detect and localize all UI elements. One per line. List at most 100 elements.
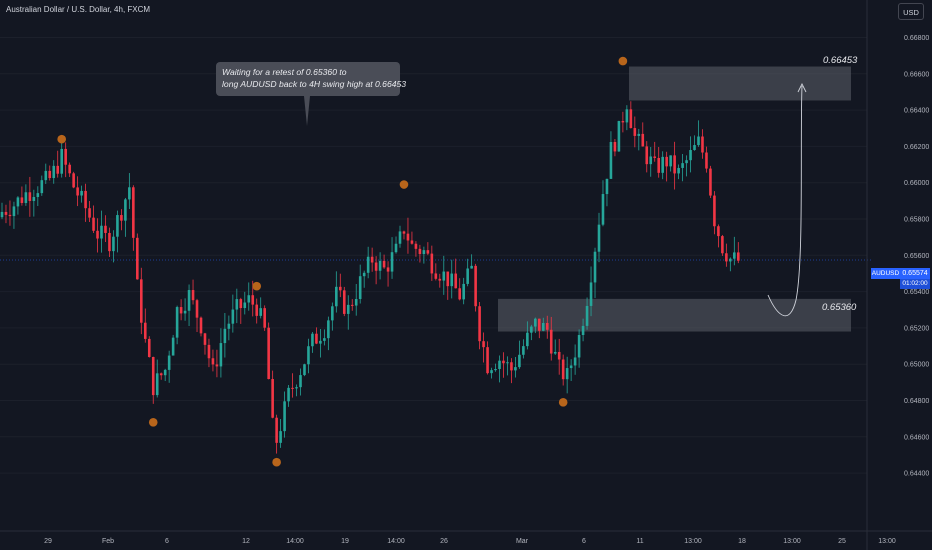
candle-body <box>144 323 147 339</box>
currency-button[interactable]: USD <box>898 3 924 20</box>
candle-body <box>48 171 51 178</box>
candle-body <box>423 250 426 254</box>
swing-marker <box>252 282 261 291</box>
candle-body <box>339 287 342 291</box>
y-tick-label: 0.66600 <box>904 71 929 78</box>
swing-marker <box>272 458 281 467</box>
candle-body <box>136 238 139 280</box>
x-tick-label: Mar <box>516 538 529 545</box>
candle-body <box>287 388 290 401</box>
candle-body <box>462 284 465 299</box>
candle-body <box>685 160 688 163</box>
candle-body <box>598 225 601 252</box>
y-tick-label: 0.65600 <box>904 253 929 260</box>
candle-body <box>542 323 545 331</box>
x-tick-label: Feb <box>102 538 114 545</box>
candle-body <box>534 319 537 327</box>
candle-body <box>717 226 720 236</box>
candle-body <box>697 137 700 146</box>
candle-body <box>701 137 704 153</box>
candle-body <box>200 318 203 334</box>
candle-body <box>665 157 668 167</box>
y-tick-label: 0.64600 <box>904 434 929 441</box>
chart-grid <box>0 38 871 474</box>
candle-body <box>44 171 47 180</box>
candle-body <box>661 157 664 173</box>
candle-body <box>108 233 111 251</box>
candle-body <box>689 150 692 160</box>
y-tick-label: 0.65200 <box>904 325 929 332</box>
candle-body <box>490 370 493 373</box>
x-tick-label: 14:00 <box>286 538 304 545</box>
candle-body <box>733 252 736 258</box>
swing-marker <box>400 180 409 189</box>
candle-body <box>645 146 648 164</box>
candle-body <box>196 300 199 317</box>
candle-body <box>550 330 553 354</box>
candle-body <box>375 263 378 271</box>
candle-body <box>510 362 513 370</box>
candle-body <box>184 311 187 314</box>
candle-body <box>482 341 485 347</box>
candle-body <box>474 266 477 306</box>
candle-body <box>594 252 597 283</box>
candle-body <box>562 359 565 379</box>
x-tick-label: 18 <box>738 538 746 545</box>
y-tick-label: 0.66800 <box>904 35 929 42</box>
candle-body <box>586 306 589 326</box>
candle-body <box>243 303 246 309</box>
candle-body <box>439 279 442 281</box>
x-tick-label: 13:00 <box>684 538 702 545</box>
candle-body <box>419 249 422 254</box>
candle-body <box>351 305 354 306</box>
candle-body <box>725 253 728 261</box>
candle-body <box>737 252 740 260</box>
candle-body <box>566 368 569 379</box>
y-tick-label: 0.65000 <box>904 362 929 369</box>
candle-body <box>387 267 390 271</box>
candle-body <box>446 272 449 287</box>
candle-body <box>204 333 207 345</box>
text-callout[interactable]: Waiting for a retest of 0.65360 to long … <box>216 62 400 96</box>
candle-body <box>638 134 641 136</box>
candle-body <box>399 231 402 243</box>
candle-body <box>391 252 394 271</box>
candle-body <box>530 327 533 333</box>
candle-body <box>88 208 91 217</box>
candle-body <box>64 149 67 165</box>
x-tick-label: 6 <box>165 538 169 545</box>
candle-body <box>240 299 243 308</box>
candle-body <box>641 134 644 147</box>
candle-body <box>295 387 298 388</box>
candle-body <box>681 163 684 168</box>
candle-body <box>124 199 127 220</box>
candle-body <box>116 215 119 237</box>
candle-body <box>76 187 79 195</box>
candle-body <box>17 197 20 206</box>
candle-body <box>403 231 406 233</box>
x-tick-label: 25 <box>838 538 846 545</box>
candle-body <box>56 166 59 174</box>
candle-body <box>96 231 99 239</box>
candle-body <box>721 236 724 253</box>
candle-body <box>319 341 322 344</box>
price-zone <box>629 67 851 101</box>
candle-body <box>176 307 179 338</box>
candle-body <box>156 373 159 395</box>
price-tag-price: 0.65574 <box>900 268 930 279</box>
candle-body <box>52 166 55 178</box>
candle-body <box>546 323 549 330</box>
candle-body <box>506 362 509 363</box>
candle-body <box>120 215 123 221</box>
candle-body <box>407 234 410 241</box>
candle-body <box>343 290 346 314</box>
candle-body <box>693 145 696 150</box>
candle-body <box>502 361 505 364</box>
candle-body <box>311 334 314 347</box>
y-tick-label: 0.66000 <box>904 180 929 187</box>
candle-body <box>299 375 302 387</box>
x-tick-label: 14:00 <box>387 538 405 545</box>
last-price-tag: AUDUSD 0.65574 01:02:00 <box>871 268 930 290</box>
candle-body <box>228 324 231 329</box>
